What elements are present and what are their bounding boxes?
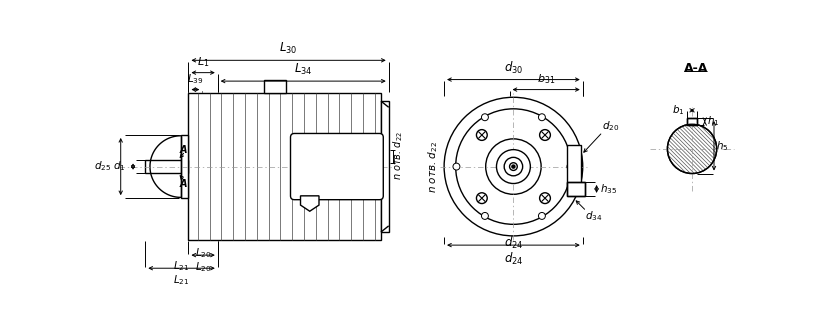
Bar xyxy=(687,118,697,125)
Text: n отв. d$_{22}$: n отв. d$_{22}$ xyxy=(391,130,405,180)
Text: L$_1$: L$_1$ xyxy=(197,55,209,69)
Circle shape xyxy=(667,124,717,173)
Circle shape xyxy=(477,193,487,203)
Circle shape xyxy=(482,114,488,121)
Bar xyxy=(567,182,585,196)
Bar xyxy=(264,79,286,93)
Bar xyxy=(145,161,188,173)
Circle shape xyxy=(567,163,574,170)
Text: d$_1$: d$_1$ xyxy=(112,160,126,173)
Text: L$_{21}$: L$_{21}$ xyxy=(173,259,190,273)
Text: d$_{25}$: d$_{25}$ xyxy=(94,160,112,173)
Text: d$_{30}$: d$_{30}$ xyxy=(504,60,523,76)
Circle shape xyxy=(512,165,515,168)
Circle shape xyxy=(453,163,460,170)
Bar xyxy=(181,135,188,198)
Circle shape xyxy=(496,150,530,183)
Text: h$_5$: h$_5$ xyxy=(716,139,729,153)
Circle shape xyxy=(486,139,541,194)
Text: L$_{39}$: L$_{39}$ xyxy=(188,72,204,86)
Text: d$_{20}$: d$_{20}$ xyxy=(601,119,620,133)
Circle shape xyxy=(539,114,545,121)
Text: L$_{20}$: L$_{20}$ xyxy=(195,246,211,260)
Circle shape xyxy=(539,130,550,141)
Circle shape xyxy=(539,193,550,203)
Circle shape xyxy=(444,97,582,236)
Circle shape xyxy=(482,213,488,219)
FancyBboxPatch shape xyxy=(291,133,383,200)
Circle shape xyxy=(456,109,571,224)
Text: L$_{21}$: L$_{21}$ xyxy=(173,274,190,287)
Circle shape xyxy=(510,163,517,171)
Bar xyxy=(567,145,582,188)
Circle shape xyxy=(504,157,523,176)
Bar xyxy=(687,118,697,125)
Text: L$_{34}$: L$_{34}$ xyxy=(294,62,312,77)
Bar xyxy=(567,182,585,196)
Circle shape xyxy=(477,130,487,141)
Text: A: A xyxy=(180,179,188,189)
Bar xyxy=(381,101,389,232)
Text: d$_{34}$: d$_{34}$ xyxy=(585,209,602,223)
Text: d$_{24}$: d$_{24}$ xyxy=(504,234,523,251)
Text: A-A: A-A xyxy=(684,61,708,75)
Bar xyxy=(188,93,381,240)
Text: n отв. d$_{22}$: n отв. d$_{22}$ xyxy=(426,141,440,193)
Text: h$_1$: h$_1$ xyxy=(707,115,719,129)
Text: h$_{35}$: h$_{35}$ xyxy=(600,182,617,196)
Circle shape xyxy=(539,213,545,219)
Text: A: A xyxy=(180,145,188,155)
Text: b$_{31}$: b$_{31}$ xyxy=(537,72,555,86)
Polygon shape xyxy=(301,196,319,211)
Text: b$_1$: b$_1$ xyxy=(672,103,685,117)
Text: L$_{20}$: L$_{20}$ xyxy=(195,261,211,274)
Text: L$_{30}$: L$_{30}$ xyxy=(279,41,298,57)
Text: d$_{24}$: d$_{24}$ xyxy=(504,251,523,267)
